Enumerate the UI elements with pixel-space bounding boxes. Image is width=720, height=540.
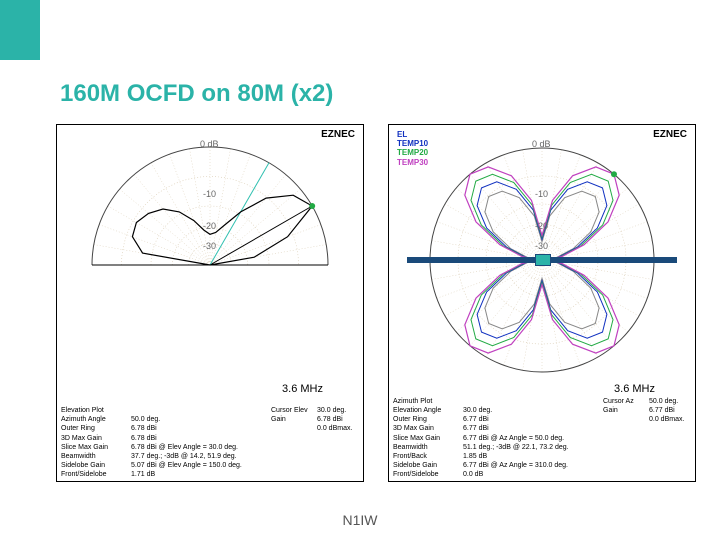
freq-label-2: 3.6 MHz bbox=[614, 383, 655, 395]
ring-20: -20 bbox=[203, 221, 216, 231]
ring-30: -30 bbox=[203, 241, 216, 251]
elevation-plot: EZNEC 0 dB -10 -20 -30 3.6 MHz Elevation… bbox=[56, 124, 364, 482]
ring2-30: -30 bbox=[535, 241, 548, 251]
horizontal-bar-center bbox=[535, 254, 551, 266]
ring-10: -10 bbox=[203, 189, 216, 199]
polar-canvas-1 bbox=[57, 125, 363, 391]
azimuth-plot: EZNEC ELTEMP10TEMP20TEMP30 0 dB -10 -20 … bbox=[388, 124, 696, 482]
ring2-0db: 0 dB bbox=[532, 139, 551, 149]
freq-label: 3.6 MHz bbox=[282, 383, 323, 395]
ring2-20: -20 bbox=[535, 221, 548, 231]
stats-block-1: Elevation PlotCursor Elev30.0 deg.Azimut… bbox=[61, 406, 359, 479]
ring-0db: 0 dB bbox=[200, 139, 219, 149]
accent-block bbox=[0, 0, 40, 60]
stats-block-2: Azimuth PlotCursor Az50.0 deg.Elevation … bbox=[393, 397, 691, 479]
ring2-10: -10 bbox=[535, 189, 548, 199]
page-title: 160M OCFD on 80M (x2) bbox=[60, 80, 333, 108]
footer-label: N1IW bbox=[0, 512, 720, 528]
